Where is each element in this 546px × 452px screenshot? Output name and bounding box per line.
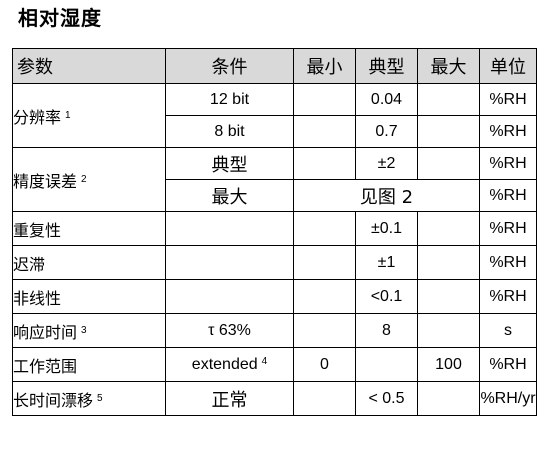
condition-cell [165, 279, 294, 314]
table-row: 精度误差 2 典型 ±2 %RH [12, 147, 537, 212]
condition-cell: 8 bit [165, 115, 294, 148]
table-row: 工作范围 extended 4 0 100 %RH [12, 347, 537, 382]
typ-cell: 8 [355, 313, 418, 348]
param-name: 重复性 [12, 211, 166, 246]
footnote-marker: 1 [65, 109, 71, 121]
min-cell: 0 [293, 347, 356, 382]
min-cell [293, 381, 356, 416]
spec-table: 参数 条件 最小 典型 最大 单位 分辨率 1 12 bit 0.04 %RH 8… [12, 48, 537, 416]
footnote-marker: 3 [81, 324, 87, 336]
typ-cell: ±2 [355, 147, 418, 180]
table-row: 迟滞 ±1 %RH [12, 245, 537, 280]
table-row: 长时间漂移 5 正常 < 0.5 %RH/yr [12, 381, 537, 416]
max-cell: 100 [417, 347, 480, 382]
table-row: 响应时间 3 τ 63% 8 s [12, 313, 537, 348]
condition-cell: 正常 [165, 381, 294, 416]
param-response-time: 响应时间 3 [12, 313, 166, 348]
typ-cell: < 0.5 [355, 381, 418, 416]
typ-cell [355, 347, 418, 382]
typ-cell: ±0.1 [355, 211, 418, 246]
param-name: 精度误差 [13, 171, 78, 191]
footnote-marker: 4 [261, 355, 268, 367]
header-unit: 单位 [479, 48, 537, 84]
min-cell [293, 211, 356, 246]
max-cell [417, 279, 480, 314]
footnote-marker: 5 [97, 392, 103, 404]
condition-cell: 12 bit [165, 83, 294, 116]
param-long-term-drift: 长时间漂移 5 [12, 381, 166, 416]
condition-cell: extended 4 [165, 347, 294, 382]
table-row: 分辨率 1 12 bit 0.04 %RH [12, 83, 537, 148]
table-row: 最大 见图 2 %RH [13, 179, 537, 212]
max-cell [417, 245, 480, 280]
param-name: 非线性 [12, 279, 166, 314]
footnote-marker: 2 [81, 173, 87, 185]
header-max: 最大 [417, 48, 480, 84]
min-cell [293, 279, 356, 314]
unit-cell: %RH [479, 211, 537, 246]
typ-cell: 0.7 [355, 115, 418, 148]
param-name: 工作范围 [12, 347, 166, 382]
param-resolution: 分辨率 1 [12, 83, 166, 148]
table-row: 非线性 <0.1 %RH [12, 279, 537, 314]
min-cell [293, 115, 356, 148]
min-cell [293, 245, 356, 280]
unit-cell: %RH [479, 115, 537, 148]
header-typ: 典型 [355, 48, 418, 84]
unit-cell: %RH [479, 279, 537, 314]
condition-cell: 典型 [165, 147, 294, 180]
min-cell [293, 313, 356, 348]
see-figure-cell: 见图 2 [293, 179, 480, 212]
header-condition: 条件 [165, 48, 294, 84]
typ-cell: <0.1 [355, 279, 418, 314]
header-param: 参数 [12, 48, 166, 84]
unit-cell: %RH [479, 347, 537, 382]
unit-cell: %RH [479, 83, 537, 116]
condition-cell [165, 245, 294, 280]
header-min: 最小 [293, 48, 356, 84]
section-title: 相对湿度 [18, 6, 102, 30]
param-name: 迟滞 [12, 245, 166, 280]
table-header-row: 参数 条件 最小 典型 最大 单位 [12, 48, 537, 84]
param-accuracy: 精度误差 2 [12, 147, 166, 212]
unit-cell: s [479, 313, 537, 348]
unit-cell: %RH [479, 147, 537, 180]
param-name: 响应时间 [13, 322, 78, 342]
param-name: 长时间漂移 [13, 390, 94, 410]
typ-cell: 0.04 [355, 83, 418, 116]
max-cell [417, 115, 480, 148]
condition-cell: τ 63% [165, 313, 294, 348]
max-cell [417, 211, 480, 246]
max-cell [417, 313, 480, 348]
max-cell [417, 381, 480, 416]
max-cell [417, 83, 480, 116]
min-cell [293, 83, 356, 116]
unit-cell: %RH [479, 179, 537, 212]
unit-cell: %RH [479, 245, 537, 280]
condition-text: extended [191, 355, 258, 373]
max-cell [417, 147, 480, 180]
condition-cell [165, 211, 294, 246]
typ-cell: ±1 [355, 245, 418, 280]
table-row: 重复性 ±0.1 %RH [12, 211, 537, 246]
unit-cell: %RH/yr [479, 381, 537, 416]
param-name: 分辨率 [13, 107, 62, 127]
min-cell [293, 147, 356, 180]
condition-cell: 最大 [165, 179, 294, 212]
